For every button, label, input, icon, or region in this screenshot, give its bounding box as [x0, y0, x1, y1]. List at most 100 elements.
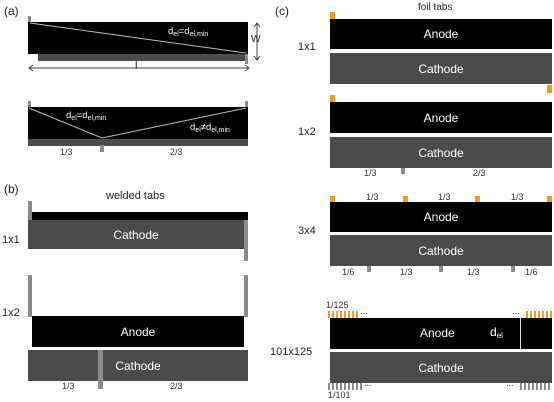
foil-tab [356, 383, 358, 390]
fraction-label: 1/3 [366, 192, 379, 202]
length-arrow [28, 64, 250, 72]
welded-tab [244, 275, 248, 317]
fraction-label: 1/3 [400, 267, 413, 277]
foil-tabs-heading: foil tabs [418, 2, 453, 13]
fraction-label: 1/125 [326, 300, 349, 310]
foil-tab [547, 85, 552, 93]
foil-tab [356, 311, 358, 318]
d-el-equals-min-label: del=del,min [168, 26, 209, 38]
foil-tab [547, 196, 552, 203]
cathode-sheet: Cathode [330, 137, 552, 168]
foil-tab [542, 311, 544, 318]
foil-tab [550, 311, 552, 318]
foil-tab [526, 311, 528, 318]
panel-label-c: (c) [275, 4, 289, 18]
anode-sheet: Anode [330, 102, 552, 133]
fraction-label: 1/6 [525, 267, 538, 277]
foil-tab [367, 266, 371, 272]
foil-tab [352, 311, 354, 318]
anode-sheet: Anode [330, 202, 552, 232]
foil-tab [540, 383, 542, 390]
foil-tab [332, 383, 334, 390]
fraction-label: 1/6 [342, 267, 355, 277]
foil-tab [336, 383, 338, 390]
width-arrow [253, 22, 261, 61]
length-label: l [135, 60, 138, 72]
anode-label: Anode [420, 326, 455, 340]
fraction-label: 1/3 [511, 192, 524, 202]
anode-sheet: Anode del [330, 318, 552, 349]
panel-label-a: (a) [4, 4, 19, 18]
foil-tab [336, 311, 338, 318]
cathode-sheet: Cathode [28, 350, 248, 381]
foil-tab [530, 311, 532, 318]
fraction-label: 1/3 [438, 192, 451, 202]
foil-tab [330, 196, 335, 203]
width-label: W [251, 34, 261, 45]
foil-tab [520, 383, 522, 390]
config-label: 1x2 [2, 307, 20, 319]
welded-tab [98, 350, 103, 389]
foil-tab [340, 383, 342, 390]
foil-tab [352, 383, 354, 390]
welded-tab [244, 220, 248, 261]
foil-tab [344, 311, 346, 318]
foil-tab [524, 383, 526, 390]
welded-tab [100, 145, 104, 152]
cathode-sheet: Cathode [330, 352, 552, 383]
anode-sheet: Anode [32, 316, 244, 347]
config-label: 1x1 [2, 234, 20, 246]
foil-tab [536, 383, 538, 390]
foil-tab [348, 311, 350, 318]
fraction-label: 2/3 [170, 381, 183, 391]
welded-tab [245, 54, 248, 64]
tab-distance-line [520, 318, 521, 349]
foil-tab [439, 266, 443, 272]
foil-tab [511, 266, 515, 272]
welded-tabs-heading: welded tabs [106, 190, 165, 202]
panel-label-b: (b) [4, 182, 19, 196]
welded-tab [28, 275, 32, 317]
foil-tab [403, 196, 408, 203]
d-el-not-equal-min-label: del≠del,min [190, 122, 230, 134]
foil-tab [360, 383, 362, 390]
cathode-sheet [28, 139, 248, 146]
foil-tab [475, 196, 480, 203]
config-label: 1x2 [298, 126, 316, 138]
cathode-sheet [38, 54, 248, 61]
cathode-sheet: Cathode [28, 220, 244, 249]
fraction-label: 2/3 [473, 168, 486, 178]
diagonal-line [29, 22, 247, 54]
config-label: 3x4 [298, 225, 316, 237]
d-el-equals-min-label: del=del,min [66, 110, 107, 122]
foil-tab [401, 168, 405, 174]
fraction-label: 1/3 [364, 168, 377, 178]
ellipsis: ... [506, 378, 514, 388]
foil-tab [344, 383, 346, 390]
foil-tab [546, 311, 548, 318]
d-el-label: del [490, 325, 503, 340]
config-label: 101x125 [270, 346, 313, 358]
foil-tab [532, 383, 534, 390]
foil-tab [348, 383, 350, 390]
welded-tab [28, 101, 31, 108]
fraction-label: 1/3 [62, 381, 75, 391]
cathode-sheet: Cathode [330, 235, 552, 266]
foil-tab [534, 311, 536, 318]
foil-tab [332, 311, 334, 318]
foil-tab [330, 12, 335, 20]
fraction-label: 1/3 [60, 147, 73, 157]
welded-tab [28, 16, 31, 23]
foil-tab [538, 311, 540, 318]
foil-tab [548, 383, 550, 390]
welded-tab [245, 101, 248, 108]
foil-tab [328, 383, 330, 390]
foil-tab [544, 383, 546, 390]
foil-tab [330, 95, 335, 103]
foil-tab [328, 311, 330, 318]
ellipsis: ... [360, 306, 368, 316]
foil-tab [340, 311, 342, 318]
ellipsis: ... [512, 306, 520, 316]
ellipsis: ... [364, 378, 372, 388]
fraction-label: 2/3 [170, 147, 183, 157]
